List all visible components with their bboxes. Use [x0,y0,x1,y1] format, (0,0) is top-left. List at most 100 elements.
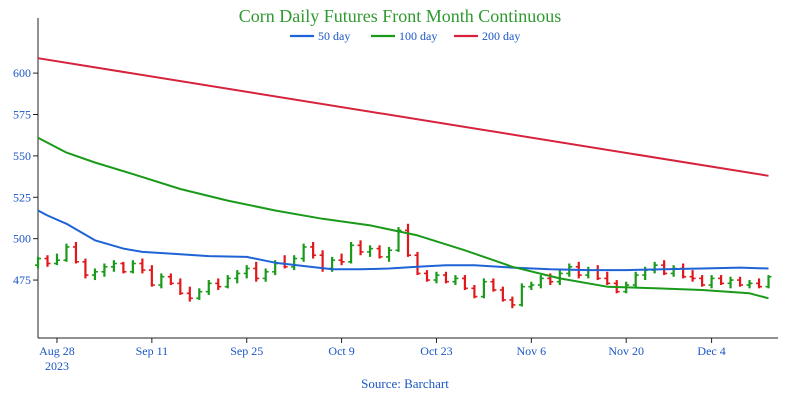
ohlc-bar [727,276,734,289]
ohlc-bar [139,258,146,274]
ohlc-bar [91,268,98,281]
ohlc-bar [699,275,706,287]
ohlc-bar [594,265,601,281]
ohlc-bar [518,283,525,307]
ohlc-bar [63,243,70,262]
y-tick-label: 500 [13,232,31,246]
ohlc-bar [338,253,345,266]
ohlc-bar [480,278,487,299]
ohlc-bar [44,255,51,267]
chart-title: Corn Daily Futures Front Month Continuou… [239,6,562,26]
ohlc-bar [300,243,307,262]
ohlc-bar [405,223,411,257]
ohlc-bar [756,278,763,289]
x-tick-label: Oct 9 [328,344,354,358]
ohlc-bar [452,275,459,286]
x-tick-label: Aug 28 [39,344,75,358]
legend: 50 day 100 day 200 day [290,29,520,43]
ohlc-bar [35,256,41,269]
ohlc-bar [499,286,506,302]
ohlc-bar [718,275,725,286]
ma100-line [37,136,769,300]
ohlc-bar [585,266,592,279]
ohlc-bar [243,265,250,279]
ohlc-bar [461,275,468,290]
ohlc-bar [689,270,696,282]
legend-label: 200 day [482,29,520,43]
ohlc-bar [205,280,212,295]
ohlc-bar [746,280,753,289]
y-axis: 475 500 525 550 575 600 [13,66,38,287]
ohlc-bar [72,241,79,264]
x-tick-label: Sep 11 [136,344,169,358]
ohlc-bar [357,240,364,256]
price-bars [35,223,772,309]
ohlc-bar [737,276,744,287]
ohlc-bar [765,275,772,289]
legend-label: 100 day [399,29,437,43]
moving-average-lines [37,57,769,300]
ohlc-bar [433,271,440,284]
ohlc-bar [148,265,155,287]
ohlc-bar [262,268,269,282]
y-tick-label: 600 [13,66,31,80]
legend-item: 200 day [454,29,520,43]
ohlc-bar [158,273,165,289]
x-tick-label: Dec 4 [697,344,725,358]
y-tick-label: 525 [13,190,31,204]
x-tick-label: Oct 23 [420,344,452,358]
x-tick-sublabel: 2023 [45,359,69,373]
ohlc-bar [708,275,715,289]
ohlc-bar [509,296,516,309]
ohlc-bar [110,260,117,272]
legend-label: 50 day [318,29,350,43]
legend-item: 100 day [371,29,437,43]
ohlc-bar [196,288,203,300]
ohlc-bar [471,285,478,299]
ohlc-bar [234,270,241,284]
ohlc-bar [528,281,535,290]
x-tick-label: Sep 25 [230,344,263,358]
ohlc-bar [186,286,193,302]
ohlc-bar [386,246,393,262]
ohlc-bar [82,258,89,279]
ohlc-bar [490,278,497,292]
ohlc-bar [224,275,231,289]
ohlc-bar [680,263,687,279]
ohlc-bar [281,255,288,269]
ma200-line [37,57,769,177]
legend-item: 50 day [290,29,350,43]
ohlc-bar [632,271,639,289]
y-tick-label: 575 [13,108,31,122]
ma50-line [37,209,769,272]
y-tick-label: 475 [13,273,31,287]
x-tick-label: Nov 6 [516,344,546,358]
ohlc-bar [291,255,298,271]
ohlc-bar [253,261,260,282]
plot-area [37,18,778,339]
chart-source: Source: Barchart [361,376,449,391]
ohlc-bar [167,273,174,286]
ohlc-bar [367,245,374,257]
ohlc-bar [537,275,544,289]
ohlc-bar [129,260,136,274]
ohlc-bar [442,271,449,284]
ohlc-bar [101,263,108,277]
ohlc-bar [414,251,421,276]
ohlc-bar [651,261,658,274]
ohlc-bar [348,241,355,264]
ohlc-bar [661,260,668,276]
y-tick-label: 550 [13,149,31,163]
ohlc-bar [604,271,611,286]
ohlc-bar [177,278,184,295]
ohlc-bar [376,245,383,259]
ohlc-bar [53,253,60,266]
ohlc-bar [423,270,430,282]
x-tick-label: Nov 20 [608,344,644,358]
ohlc-bar [215,278,222,290]
ohlc-bar [310,241,317,259]
ohlc-bar [120,261,127,274]
